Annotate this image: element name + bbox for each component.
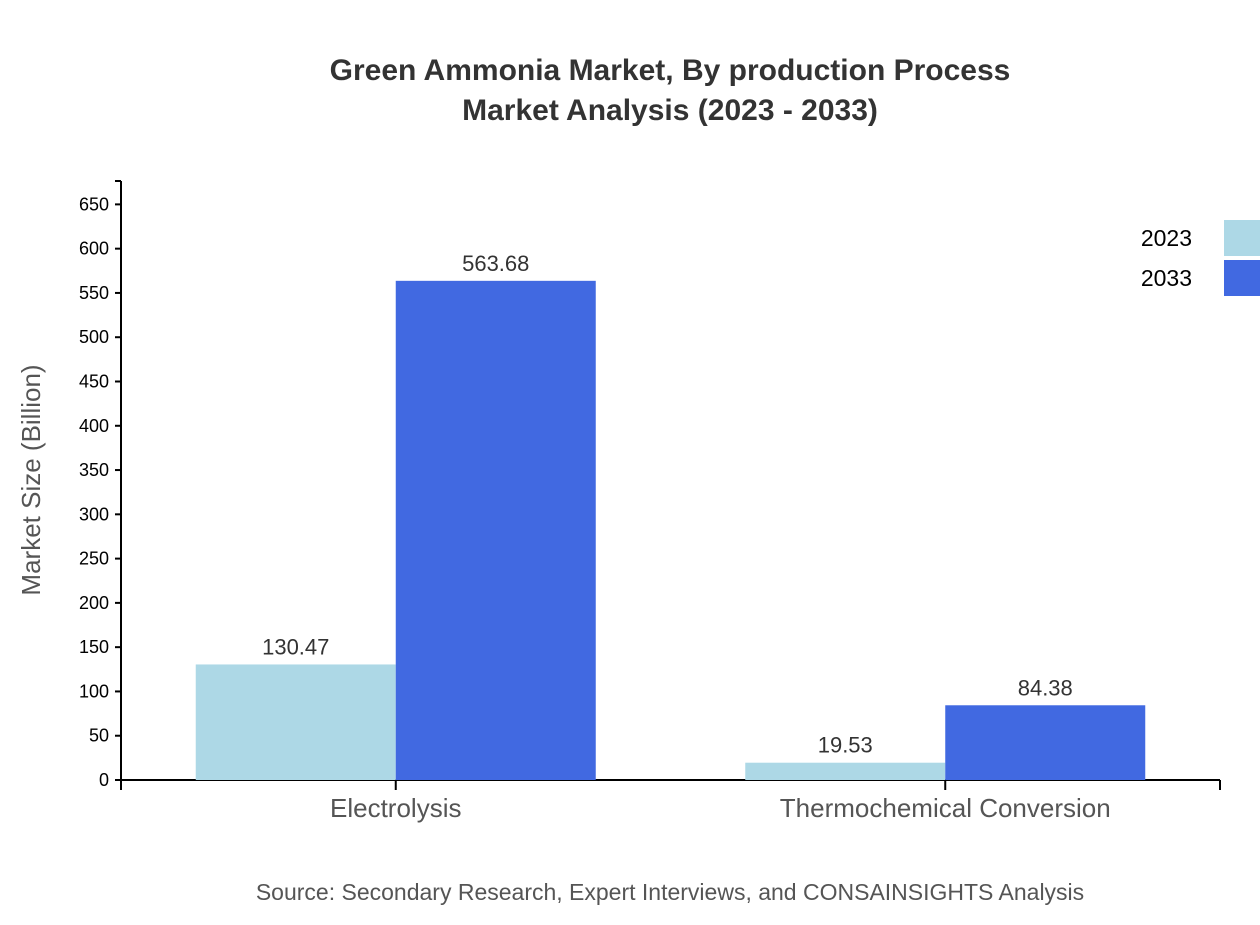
legend: 2023 2033	[1141, 220, 1260, 296]
bar-2023-electrolysis	[195, 664, 396, 780]
bar-2023-thermochemical-conversion	[745, 762, 946, 780]
x-tick-label: Electrolysis	[330, 793, 461, 823]
chart-title-line-1: Green Ammonia Market, By production Proc…	[330, 54, 1011, 87]
bar-2033-electrolysis	[395, 280, 596, 780]
y-tick-label: 50	[89, 726, 109, 746]
y-tick-label: 550	[79, 283, 109, 303]
y-tick-label: 600	[79, 239, 109, 259]
y-axis-label: Market Size (Billion)	[16, 364, 46, 595]
x-tick-label: Thermochemical Conversion	[780, 793, 1111, 823]
y-tick-label: 400	[79, 416, 109, 436]
y-tick-label: 250	[79, 549, 109, 569]
bars: 130.47 563.68 19.53 84.38	[195, 251, 1146, 780]
y-tick-label: 350	[79, 460, 109, 480]
x-axis: Electrolysis Thermochemical Conversion	[120, 779, 1221, 823]
legend-swatch-2023	[1224, 220, 1260, 256]
y-tick-label: 200	[79, 593, 109, 613]
data-label: 130.47	[262, 634, 329, 659]
legend-label-2023: 2023	[1141, 225, 1192, 251]
y-tick-label: 450	[79, 371, 109, 391]
y-tick-label: 0	[99, 770, 109, 790]
y-tick-label: 150	[79, 637, 109, 657]
data-label: 84.38	[1018, 675, 1073, 700]
legend-swatch-2033	[1224, 260, 1260, 296]
data-label: 563.68	[462, 251, 529, 276]
y-tick-label: 100	[79, 681, 109, 701]
y-tick-label: 300	[79, 504, 109, 524]
y-axis: 0 50 100 150 200 250 300 350 400 450 500 550 600 650	[79, 180, 122, 790]
y-tick-label: 650	[79, 194, 109, 214]
y-tick-label: 500	[79, 327, 109, 347]
data-label: 19.53	[818, 733, 873, 758]
bar-2033-thermochemical-conversion	[945, 705, 1146, 780]
chart-title-line-2: Market Analysis (2023 - 2033)	[462, 94, 878, 127]
source-note: Source: Secondary Research, Expert Inter…	[256, 879, 1084, 905]
legend-label-2033: 2033	[1141, 265, 1192, 291]
